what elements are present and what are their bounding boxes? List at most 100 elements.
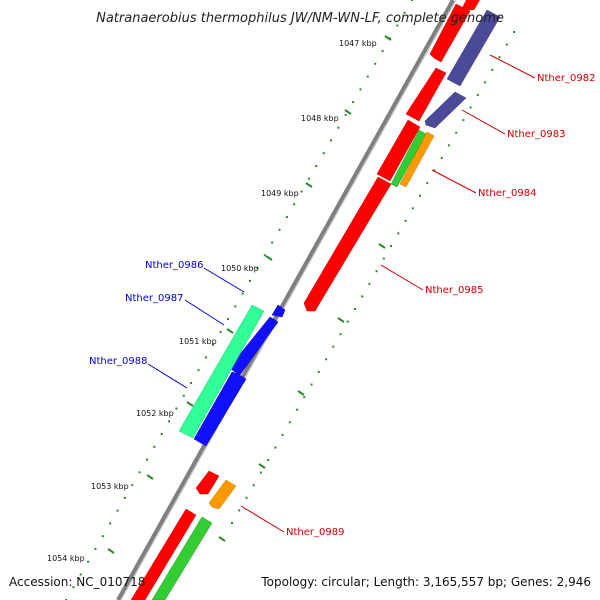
gene-arrow-orange[interactable] bbox=[208, 479, 237, 510]
scale-dot bbox=[322, 152, 325, 155]
scale-dot bbox=[293, 203, 296, 206]
forward-genes bbox=[130, 0, 501, 600]
scale-dot bbox=[271, 241, 274, 244]
scale-dot bbox=[212, 343, 215, 346]
label-connectors bbox=[147, 54, 536, 533]
scale-dot bbox=[332, 345, 335, 348]
scale-dot bbox=[325, 358, 327, 361]
scale-dot bbox=[433, 169, 436, 172]
scale-dot bbox=[411, 0, 413, 1]
scale-dot bbox=[346, 320, 349, 323]
gene-labels: Nther_0982 Nther_0983 Nther_0984 Nther_0… bbox=[89, 73, 595, 538]
scale-dot bbox=[234, 305, 237, 308]
scale-dot bbox=[484, 81, 487, 84]
scale-dot bbox=[252, 484, 255, 487]
gene-arrow-green[interactable] bbox=[151, 516, 213, 600]
scale-dot bbox=[491, 68, 494, 71]
gene-arrow-green[interactable] bbox=[390, 129, 427, 188]
gene-arrow-teal[interactable] bbox=[178, 304, 265, 439]
scale-dot bbox=[219, 330, 222, 333]
scale-dot bbox=[419, 194, 421, 197]
scale-dot bbox=[296, 408, 299, 411]
connector-line bbox=[431, 169, 477, 194]
scale-dot bbox=[390, 245, 393, 247]
scale-dot bbox=[361, 295, 364, 298]
scale-dot bbox=[404, 219, 407, 222]
gene-arrow-red[interactable] bbox=[303, 176, 392, 312]
scale-dot bbox=[462, 119, 465, 122]
scale-dot bbox=[476, 93, 479, 96]
tick-mark bbox=[146, 474, 154, 480]
scale-dot bbox=[123, 496, 126, 499]
gene-arrow-slate[interactable] bbox=[424, 91, 467, 129]
gene-label-nther-0989[interactable]: Nther_0989 bbox=[286, 527, 344, 538]
gene-arrow-blue[interactable] bbox=[193, 371, 247, 447]
scale-dot bbox=[168, 420, 171, 423]
connector-line bbox=[240, 505, 285, 533]
gene-label-nther-0985[interactable]: Nther_0985 bbox=[425, 285, 483, 296]
connector-line bbox=[489, 54, 536, 79]
gene-label-nther-0986[interactable]: Nther_0986 bbox=[145, 260, 203, 271]
scale-dot bbox=[197, 369, 200, 372]
scale-dot bbox=[374, 62, 377, 65]
scale-dot bbox=[263, 254, 266, 257]
gene-label-nther-0988[interactable]: Nther_0988 bbox=[89, 356, 147, 367]
gene-arrow-orange[interactable] bbox=[399, 131, 435, 188]
gene-arrow-red[interactable] bbox=[429, 3, 471, 63]
scale-dot bbox=[455, 131, 458, 134]
gene-arrow-red[interactable] bbox=[405, 67, 447, 122]
scale-dot bbox=[274, 446, 277, 449]
tick-mark bbox=[226, 328, 234, 334]
scale-dot bbox=[146, 458, 148, 461]
gene-arrow-blue[interactable] bbox=[271, 304, 286, 318]
tick-mark bbox=[344, 109, 352, 115]
tick-mark bbox=[337, 317, 345, 323]
scale-dot bbox=[153, 445, 156, 448]
scale-dot bbox=[245, 496, 248, 499]
scale-dot bbox=[426, 182, 429, 185]
gene-label-nther-0983[interactable]: Nther_0983 bbox=[507, 129, 565, 140]
tick-label-1054: 1054 kbp bbox=[47, 554, 85, 563]
scale-dot bbox=[397, 232, 400, 235]
gene-arrow-red[interactable] bbox=[130, 508, 197, 600]
scale-dot bbox=[366, 75, 369, 78]
scale-dot bbox=[259, 471, 262, 474]
scale-dot bbox=[182, 394, 185, 397]
genome-backbone-shadow bbox=[120, 0, 457, 600]
scale-dot bbox=[352, 101, 355, 104]
scale-dot bbox=[238, 509, 241, 512]
scale-dot bbox=[87, 560, 90, 563]
scale-dot bbox=[101, 535, 104, 538]
scale-dot bbox=[368, 282, 371, 285]
gene-label-nther-0987[interactable]: Nther_0987 bbox=[125, 293, 183, 304]
scale-dot bbox=[403, 11, 406, 14]
scale-dot bbox=[411, 207, 414, 210]
connector-line bbox=[461, 109, 506, 135]
scale-dot bbox=[175, 407, 178, 410]
tick-mark bbox=[258, 463, 266, 469]
scale-dot bbox=[160, 433, 163, 435]
scale-dot bbox=[505, 43, 508, 46]
genome-backbone bbox=[116, 0, 455, 600]
scale-dot bbox=[339, 333, 342, 336]
scale-dot bbox=[469, 106, 472, 109]
scale-dot bbox=[440, 156, 443, 159]
scale-dots-right bbox=[231, 31, 515, 524]
gene-label-nther-0984[interactable]: Nther_0984 bbox=[478, 188, 536, 199]
gene-arrow-slate[interactable] bbox=[446, 9, 501, 87]
scale-dot bbox=[396, 24, 399, 27]
scale-dots-left bbox=[65, 0, 413, 600]
gene-arrow-red[interactable] bbox=[461, 0, 480, 10]
gene-label-nther-0982[interactable]: Nther_0982 bbox=[537, 73, 595, 84]
tick-mark bbox=[378, 243, 386, 249]
scale-dot bbox=[375, 270, 378, 273]
tick-mark bbox=[107, 548, 115, 554]
gene-arrow-red[interactable] bbox=[195, 470, 220, 495]
tick-mark bbox=[305, 182, 313, 188]
scale-dot bbox=[498, 56, 501, 59]
tick-label-1052: 1052 kbp bbox=[136, 409, 174, 418]
gene-arrow-red[interactable] bbox=[376, 119, 421, 182]
tick-label-1049: 1049 kbp bbox=[261, 189, 299, 198]
connector-line bbox=[380, 264, 424, 291]
